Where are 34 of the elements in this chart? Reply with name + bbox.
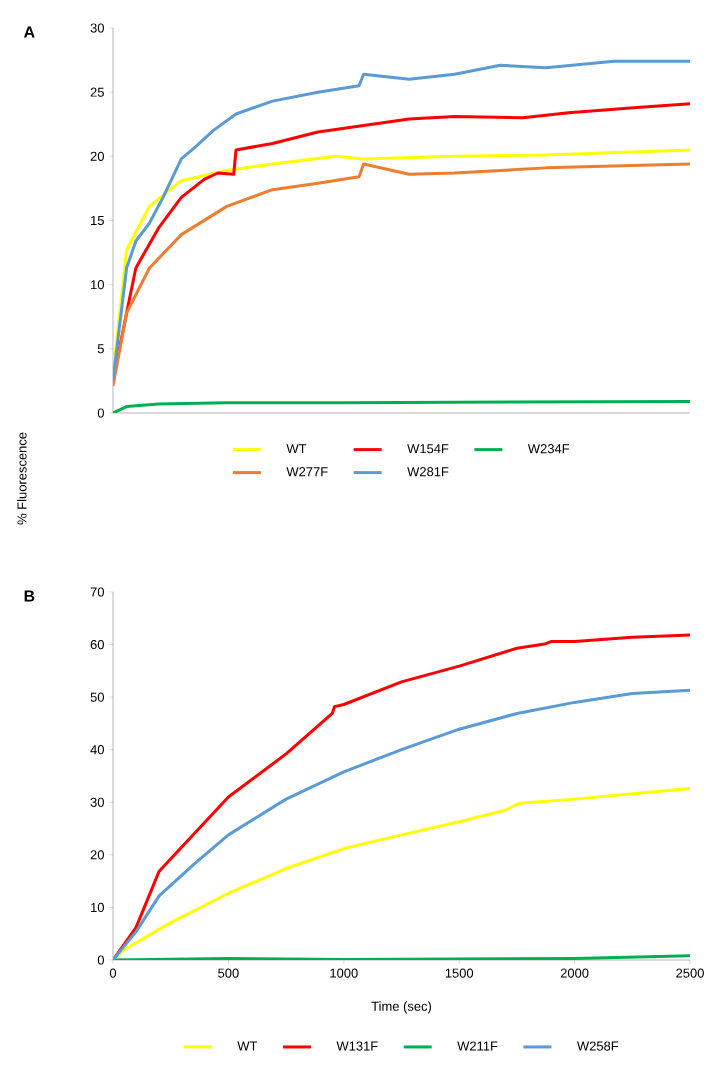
- x-tick-label: 1000: [330, 968, 358, 978]
- y-tick-label: 25: [90, 87, 105, 97]
- y-tick-label: 0: [97, 955, 105, 965]
- y-tick-label: 50: [90, 692, 105, 702]
- y-tick-label: 20: [90, 850, 105, 860]
- legend-label: W258F: [577, 1041, 619, 1051]
- legend-label: W277F: [286, 467, 328, 477]
- y-tick-label: 60: [90, 639, 105, 650]
- y-tick-label: 20: [90, 151, 105, 161]
- legend-label: W234F: [528, 444, 570, 454]
- legend-label: W281F: [407, 467, 449, 477]
- y-axis-title: % Fluorescence: [17, 432, 27, 525]
- legend-label: WT: [286, 444, 307, 454]
- chart-title: A: [24, 26, 35, 38]
- y-tick-label: 40: [90, 745, 105, 755]
- legend-label: WT: [237, 1041, 258, 1051]
- legend-label: W211F: [457, 1041, 498, 1051]
- y-tick-label: 70: [90, 587, 105, 597]
- chart-title: B: [24, 590, 35, 602]
- y-tick-label: 0: [97, 408, 105, 418]
- x-tick-label: 0: [110, 968, 117, 978]
- x-tick-label: 2000: [560, 968, 589, 978]
- x-tick-label: 1500: [445, 968, 474, 978]
- y-tick-label: 30: [90, 23, 105, 33]
- y-tick-label: 15: [91, 215, 105, 226]
- x-tick-label: 2500: [676, 968, 705, 978]
- x-axis-title: Time (sec): [371, 1001, 432, 1014]
- y-tick-label: 5: [97, 344, 105, 354]
- legend-label: W131F: [336, 1041, 378, 1051]
- y-tick-label: 10: [91, 902, 105, 913]
- y-tick-label: 10: [91, 280, 105, 290]
- x-tick-label: 500: [218, 968, 239, 978]
- legend-label: W154F: [407, 444, 449, 454]
- y-tick-label: 30: [90, 797, 105, 807]
